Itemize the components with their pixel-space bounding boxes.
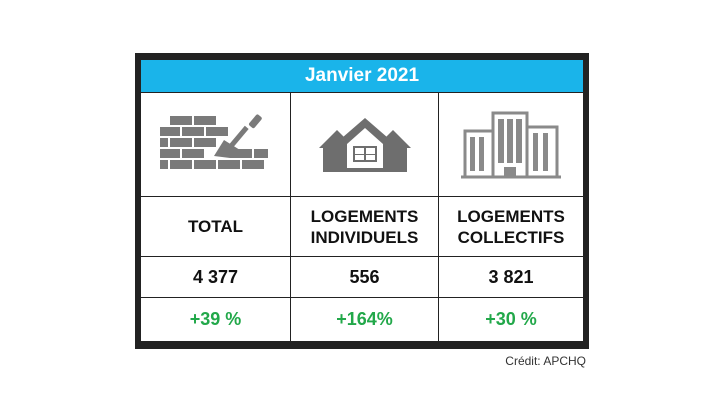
- table-title: Janvier 2021: [141, 60, 583, 92]
- value-total: 4 377: [141, 257, 290, 297]
- label-collectifs: LOGEMENTS COLLECTIFS: [439, 197, 583, 256]
- label-total: TOTAL: [141, 197, 290, 256]
- value-individuels: 556: [291, 257, 438, 297]
- change-collectifs: +30 %: [439, 298, 583, 341]
- label-line1: TOTAL: [187, 217, 244, 236]
- label-line1: LOGEMENTS: [457, 206, 565, 226]
- stats-table: Janvier 2021: [135, 53, 589, 349]
- houses-icon: [318, 117, 411, 172]
- value-collectifs: 3 821: [439, 257, 583, 297]
- label-line2: INDIVIDUELS: [310, 227, 419, 247]
- credit-text: Crédit: APCHQ: [505, 354, 586, 368]
- label-line2: COLLECTIFS: [457, 227, 565, 247]
- label-individuels: LOGEMENTS INDIVIDUELS: [291, 197, 438, 256]
- change-total: +39 %: [141, 298, 290, 341]
- bricks-trowel-icon: [159, 114, 268, 169]
- total-icon-cell: [141, 93, 290, 196]
- change-individuels: +164%: [291, 298, 438, 341]
- individual-icon-cell: [291, 93, 438, 196]
- apartment-buildings-icon: [461, 111, 561, 178]
- stats-grid: TOTAL LOGEMENTS INDIVIDUELS LOGEMENTS CO…: [141, 93, 583, 342]
- label-line1: LOGEMENTS: [310, 206, 419, 226]
- collective-icon-cell: [439, 93, 583, 196]
